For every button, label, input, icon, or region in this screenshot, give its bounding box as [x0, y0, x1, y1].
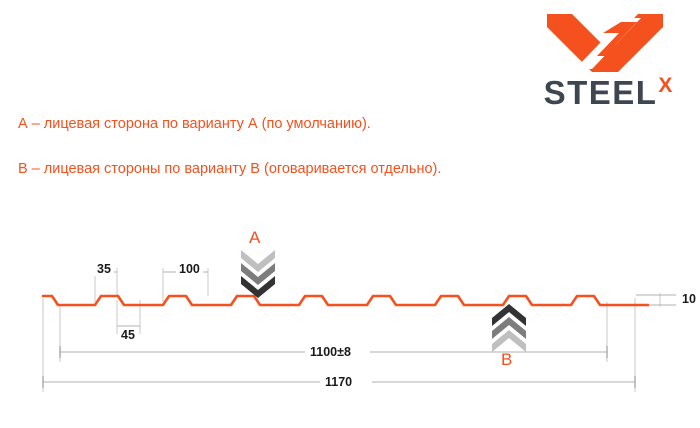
dimension-label-useful-width: 1100±8: [307, 345, 354, 359]
note-variant-b: В – лицевая стороны по варианту В (огова…: [18, 161, 442, 177]
dimension-label-rib-top-width: 35: [94, 262, 114, 276]
brand-logo: STEEL X: [523, 12, 693, 112]
brand-name-steel: STEEL: [543, 74, 658, 111]
brand-name-x: X: [658, 74, 673, 97]
steelx-x-mark-icon: [547, 14, 663, 72]
note-variant-a: А – лицевая сторона по варианту А (по ум…: [18, 116, 371, 132]
dimension-label-rib-base-width: 45: [118, 328, 138, 342]
dimension-label-total-width: 1170: [322, 375, 356, 389]
dimension-lines: [43, 271, 676, 383]
brand-wordmark: STEEL X: [523, 74, 693, 112]
side-marker-a-label: A: [249, 228, 261, 247]
side-marker-b-icon: [492, 304, 526, 352]
dimension-label-profile-height: 10: [679, 292, 699, 306]
side-marker-a-icon: [241, 250, 275, 298]
sheet-profile-path: [41, 294, 650, 307]
dimension-end-ticks: [42, 346, 636, 388]
dimension-label-rib-pitch: 100: [176, 262, 203, 276]
side-marker-b-label: B: [501, 350, 513, 369]
